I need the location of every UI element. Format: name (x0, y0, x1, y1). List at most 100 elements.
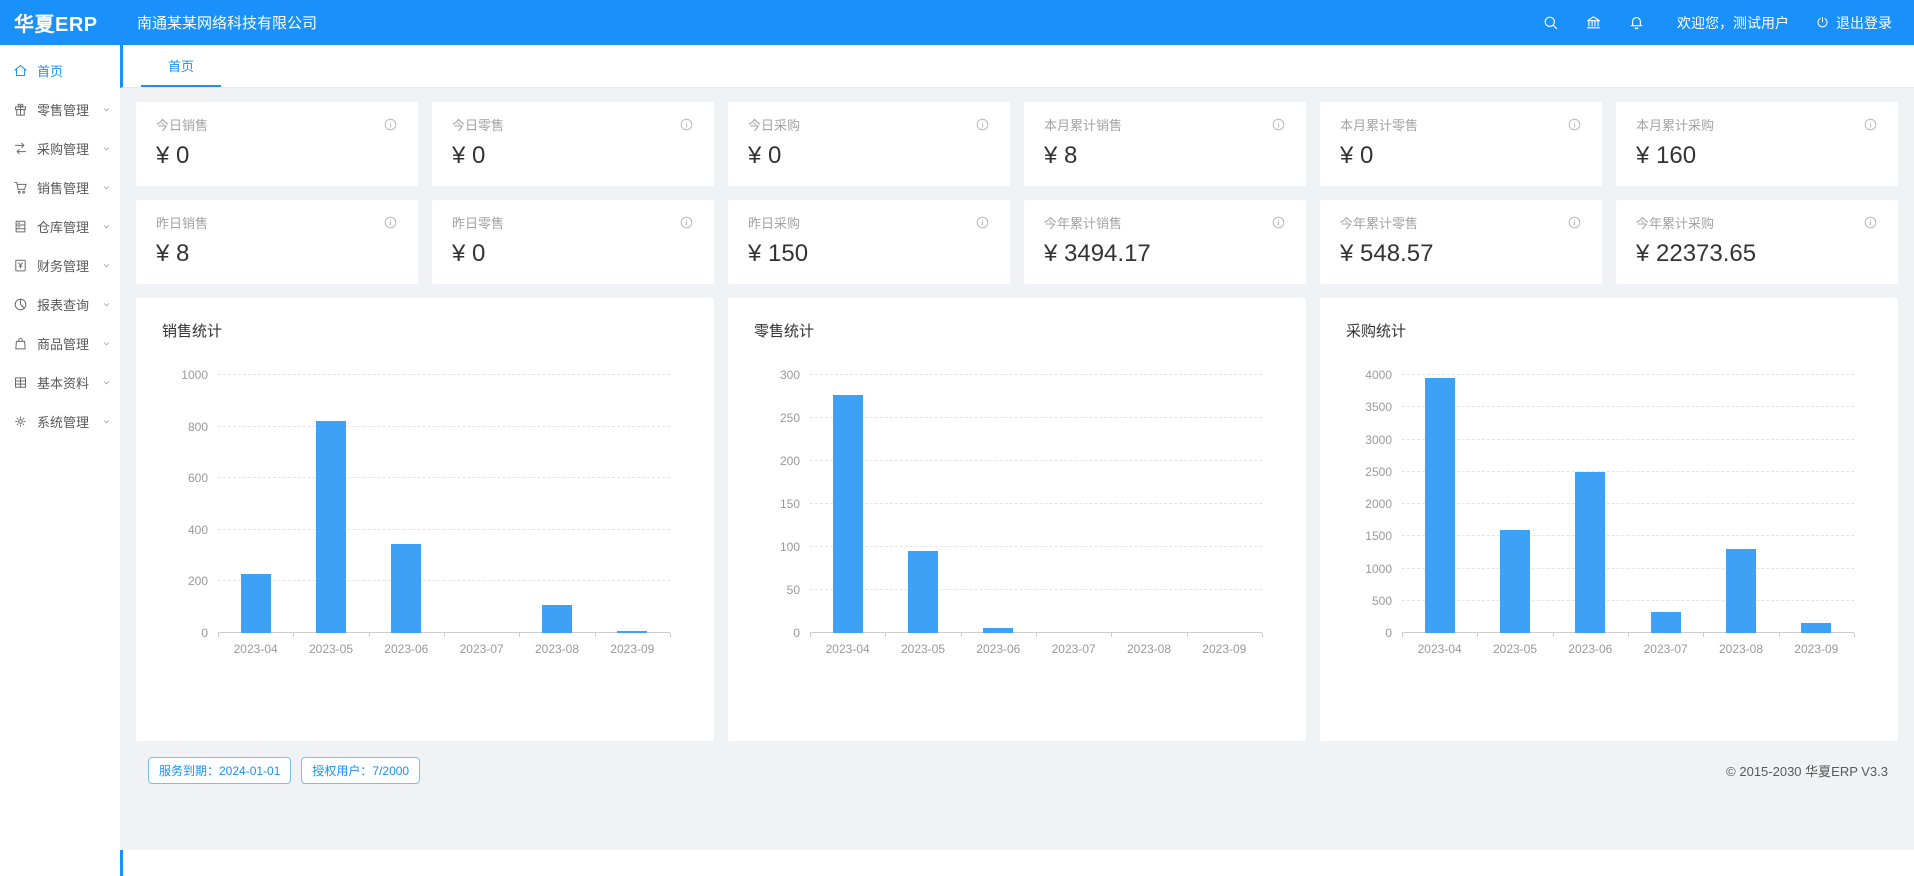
info-icon[interactable] (679, 215, 694, 230)
info-icon[interactable] (1271, 215, 1286, 230)
axis-tick (293, 633, 295, 637)
stat-card: 今日采购 ¥ 0 (728, 102, 1010, 186)
x-axis-line: 0 (1385, 626, 1854, 640)
chevron-down-icon (101, 377, 112, 388)
info-icon[interactable] (679, 117, 694, 132)
bar-2023-08 (1726, 548, 1756, 633)
y-tick-label: 1500 (1365, 529, 1392, 544)
axis-tick (1552, 633, 1554, 637)
info-icon[interactable] (1567, 215, 1582, 230)
sidebar-item-home[interactable]: 首页 (0, 51, 120, 90)
info-icon[interactable] (1271, 117, 1286, 132)
x-tick-label: 2023-08 (1718, 642, 1764, 656)
sidebar-item-purchase[interactable]: 采购管理 (0, 129, 120, 168)
sidebar-item-goods[interactable]: 商品管理 (0, 324, 120, 363)
x-tick-label: 2023-09 (1794, 642, 1839, 656)
x-tick-label: 2023-07 (459, 642, 504, 656)
axis-tick (368, 633, 370, 637)
sidebar-item-system[interactable]: 系统管理 (0, 402, 120, 441)
chart-panel-retail: 零售统计 0 50 100 150 200 250 300 2023-04 2023-05 2023… (728, 298, 1306, 741)
x-tick-label: 2023-07 (1643, 642, 1688, 656)
info-icon[interactable] (1567, 117, 1582, 132)
x-tick-label: 2023-09 (1202, 642, 1247, 656)
bank-icon[interactable] (1585, 14, 1602, 31)
gridline: 100 (780, 540, 1262, 554)
search-icon[interactable] (1542, 14, 1559, 31)
axis-tick (1111, 633, 1113, 637)
axis-tick (885, 633, 887, 637)
sidebar-item-sales[interactable]: 销售管理 (0, 168, 120, 207)
stat-label: 昨日销售 (156, 216, 209, 231)
sidebar-item-label: 仓库管理 (37, 220, 90, 235)
gridline: 2000 (1365, 497, 1854, 511)
sidebar-item-retail[interactable]: 零售管理 (0, 90, 120, 129)
bar-2023-09 (617, 630, 648, 633)
home-icon (13, 63, 28, 78)
tab-home[interactable]: 首页 (141, 45, 222, 87)
info-icon[interactable] (1863, 215, 1878, 230)
axis-tick (519, 633, 521, 637)
info-icon[interactable] (383, 117, 398, 132)
stat-label: 今年累计采购 (1636, 216, 1715, 231)
axis-tick (444, 633, 445, 637)
x-tick-label: 2023-04 (233, 642, 278, 656)
stat-card: 今年累计零售 ¥ 548.57 (1320, 200, 1602, 284)
logout-button[interactable]: 退出登录 (1815, 13, 1892, 33)
sidebar-item-label: 零售管理 (37, 103, 90, 118)
bar-2023-04 (1424, 378, 1455, 633)
x-tick-label: 2023-06 (384, 642, 429, 656)
stat-label: 今年累计销售 (1044, 216, 1123, 231)
gridline: 500 (1372, 594, 1854, 608)
x-tick-label: 2023-09 (610, 642, 655, 656)
chevron-down-icon (101, 104, 112, 115)
app-logo: 华夏ERP (14, 14, 98, 36)
y-tick-label: 1000 (1365, 561, 1392, 576)
cart-icon (13, 180, 28, 195)
bell-icon[interactable] (1628, 14, 1645, 31)
gift-icon (13, 102, 28, 117)
stat-label: 昨日零售 (452, 216, 505, 231)
y-tick-label: 0 (1385, 626, 1392, 640)
copyright-text: © 2015-2030 华夏ERP V3.3 (1726, 764, 1888, 779)
x-tick-label: 2023-08 (534, 642, 580, 656)
axis-tick (218, 633, 219, 637)
sidebar-item-basic[interactable]: 基本资料 (0, 363, 120, 402)
y-tick-label: 150 (779, 497, 800, 511)
stat-card: 本月累计零售 ¥ 0 (1320, 102, 1602, 186)
sidebar-item-warehouse[interactable]: 仓库管理 (0, 207, 120, 246)
sidebar-item-finance[interactable]: 财务管理 (0, 246, 120, 285)
header-actions: 欢迎您，测试用户 退出登录 (1542, 13, 1914, 33)
footer-badge-0: 服务到期：2024-01-01 (148, 757, 292, 784)
gridline: 4000 (1365, 368, 1854, 382)
stat-value: ¥ 8 (156, 240, 190, 267)
chart-plot: 0 500 1000 1500 2000 2500 3000 3500 4000 2023-04 2… (1365, 368, 1855, 656)
stat-value: ¥ 0 (748, 142, 782, 169)
company-name: 南通某某网络科技有限公司 (137, 15, 318, 32)
info-icon[interactable] (975, 117, 990, 132)
gridline: 800 (188, 420, 670, 434)
stat-label: 今日销售 (156, 118, 209, 133)
sidebar-item-label: 财务管理 (37, 259, 90, 274)
x-tick-label: 2023-05 (308, 642, 354, 656)
axis-tick (1036, 633, 1037, 637)
axis-tick (1628, 633, 1629, 637)
bar-2023-05 (908, 551, 938, 633)
gridline: 1500 (1365, 529, 1854, 543)
stat-label: 昨日采购 (748, 216, 801, 231)
axis-tick (810, 633, 811, 637)
axis-tick (1778, 633, 1780, 637)
sidebar-item-report[interactable]: 报表查询 (0, 285, 120, 324)
stat-card: 今日销售 ¥ 0 (136, 102, 418, 186)
stat-label: 今年累计零售 (1340, 216, 1419, 231)
info-icon[interactable] (1863, 117, 1878, 132)
y-tick-label: 250 (779, 411, 800, 425)
x-tick-label: 2023-06 (976, 642, 1021, 656)
sidebar-item-label: 基本资料 (37, 376, 90, 391)
bar-2023-06 (1575, 471, 1606, 633)
bar-2023-04 (240, 573, 271, 633)
info-icon[interactable] (383, 215, 398, 230)
stat-value: ¥ 8 (1044, 142, 1078, 169)
charts-row: 销售统计 0 200 400 600 800 1000 2023-04 2023-05 2023-… (136, 298, 1898, 741)
info-icon[interactable] (975, 215, 990, 230)
chevron-down-icon (101, 416, 112, 427)
